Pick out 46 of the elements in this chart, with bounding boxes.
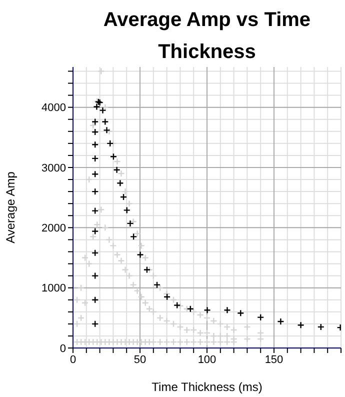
y-tick-label: 4000 — [42, 102, 66, 114]
point — [224, 306, 231, 314]
point — [120, 193, 128, 201]
point — [297, 322, 304, 329]
point — [317, 323, 324, 331]
point — [136, 251, 144, 258]
point — [163, 293, 171, 300]
point — [92, 249, 99, 257]
point — [92, 207, 99, 214]
point — [92, 141, 99, 148]
point — [277, 318, 284, 326]
point — [92, 170, 99, 178]
point — [123, 206, 130, 214]
point — [204, 306, 211, 314]
point — [174, 302, 181, 309]
y-tick-label: 0 — [60, 342, 66, 355]
point — [257, 314, 264, 321]
point — [130, 233, 138, 240]
point — [92, 272, 99, 280]
y-tick-label: 1000 — [42, 282, 66, 295]
x-tick-label: 150 — [264, 354, 284, 366]
point — [116, 180, 124, 187]
y-tick-label: 3000 — [42, 162, 66, 174]
point — [126, 220, 134, 228]
point — [237, 310, 244, 317]
point — [103, 126, 110, 134]
x-axis-title: Time Thickness (ms) — [152, 380, 262, 394]
point — [186, 305, 194, 312]
x-tick-label: 50 — [134, 354, 146, 366]
point — [92, 188, 99, 196]
point — [102, 118, 109, 126]
x-tick-label: 100 — [198, 354, 216, 366]
point — [153, 281, 161, 288]
point — [92, 320, 99, 328]
point — [106, 140, 114, 148]
point — [92, 228, 99, 235]
point — [110, 153, 118, 160]
y-axis-title: Average Amp — [3, 171, 18, 244]
point — [113, 166, 120, 174]
point — [92, 296, 99, 304]
y-tick-label: 2000 — [42, 222, 66, 235]
point — [92, 154, 99, 162]
point — [92, 118, 99, 126]
x-tick-label: 0 — [70, 354, 76, 366]
point — [92, 128, 99, 136]
chart-title: Average Amp vs Time Thickness — [102, 8, 312, 65]
